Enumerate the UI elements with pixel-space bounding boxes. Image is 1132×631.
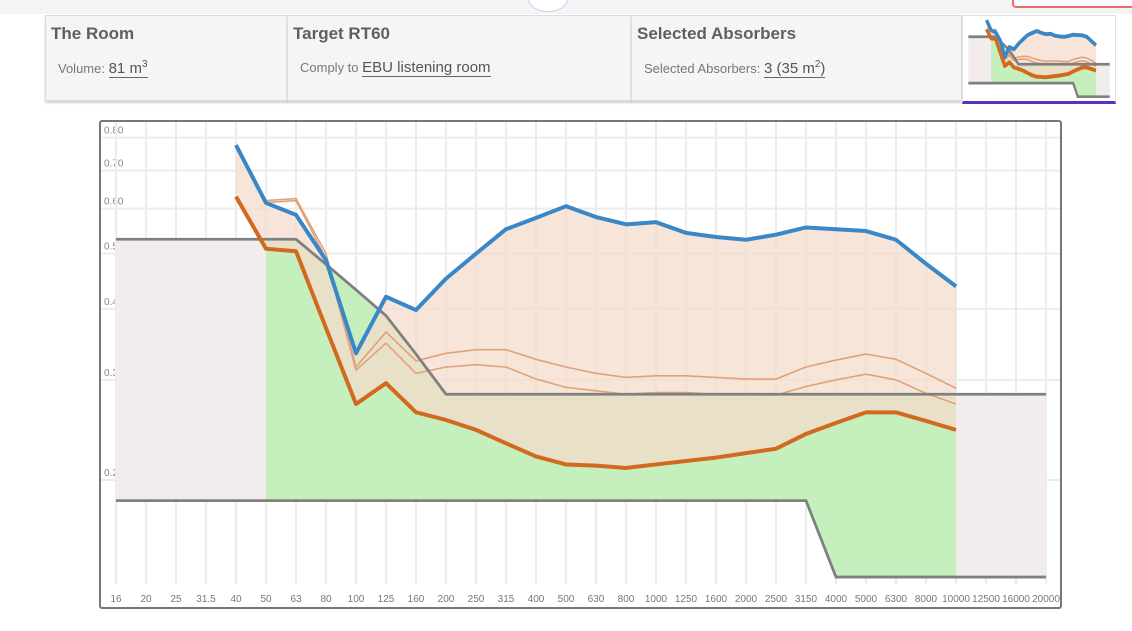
x-tick-label: 12500 bbox=[972, 594, 1000, 605]
x-tick-label: 25 bbox=[170, 594, 182, 605]
rt60-chart: 0.80 0.70 0.60 0.50 0.40 0.30 0.20 16 20 25 31.5 40… bbox=[99, 120, 1062, 609]
x-tick-label: 10000 bbox=[942, 594, 970, 605]
toolbar-red-button[interactable] bbox=[1012, 0, 1132, 8]
volume-value: 81 m bbox=[108, 60, 142, 77]
rt60-chart-svg: 0.80 0.70 0.60 0.50 0.40 0.30 0.20 16 20 25 31.5 40… bbox=[101, 122, 1060, 605]
volume-unit-exponent: 3 bbox=[141, 59, 148, 70]
x-tick-label: 50 bbox=[260, 594, 272, 605]
x-tick-label: 1250 bbox=[675, 594, 698, 605]
x-tick-label: 100 bbox=[348, 594, 365, 605]
x-tick-label: 160 bbox=[408, 594, 425, 605]
target-card-title: Target RT60 bbox=[293, 24, 390, 43]
treated-rt60-line bbox=[234, 195, 957, 470]
chart-plot bbox=[968, 19, 1110, 99]
x-tick-label: 800 bbox=[618, 594, 635, 605]
target-standard-link[interactable]: EBU listening room bbox=[362, 59, 491, 77]
y-tick-label: 0.70 bbox=[104, 159, 124, 170]
chart-thumbnail[interactable] bbox=[962, 15, 1116, 104]
y-tick-label: 0.30 bbox=[104, 368, 124, 379]
target-rt60-card[interactable]: Target RT60 Comply to EBU listening room bbox=[287, 15, 632, 101]
current-rt60-line bbox=[234, 144, 958, 356]
x-tick-label: 20000 bbox=[1032, 594, 1060, 605]
x-tick-label: 500 bbox=[558, 594, 575, 605]
x-tick-label: 20 bbox=[140, 594, 152, 605]
comply-label: Comply to bbox=[300, 60, 363, 75]
x-tick-label: 31.5 bbox=[196, 594, 216, 605]
x-tick-label: 63 bbox=[290, 594, 302, 605]
x-tick-label: 125 bbox=[378, 594, 395, 605]
volume-value-link[interactable]: 81 m3 bbox=[108, 59, 148, 78]
thumbnail-chart bbox=[968, 19, 1110, 99]
x-tick-label: 630 bbox=[588, 594, 605, 605]
x-tick-label: 200 bbox=[438, 594, 455, 605]
current-rt60-line bbox=[985, 19, 1098, 59]
target-limit-line bbox=[116, 237, 1046, 396]
absorbers-unit-exponent: 2 bbox=[814, 59, 821, 70]
volume-label: Volume: bbox=[58, 61, 109, 76]
x-tick-label: 8000 bbox=[915, 594, 938, 605]
y-tick-label: 0.20 bbox=[104, 468, 124, 479]
x-tick-label: 2000 bbox=[735, 594, 758, 605]
x-tick-label: 80 bbox=[320, 594, 332, 605]
absorbers-value-link[interactable]: 3 (35 m2) bbox=[763, 59, 826, 78]
absorbers-card-title: Selected Absorbers bbox=[637, 24, 797, 43]
absorbers-label: Selected Absorbers: bbox=[644, 61, 764, 76]
x-tick-label: 16000 bbox=[1002, 594, 1030, 605]
absorbers-card[interactable]: Selected Absorbers Selected Absorbers: 3… bbox=[631, 15, 962, 101]
x-tick-label: 315 bbox=[498, 594, 515, 605]
x-tick-label: 4000 bbox=[825, 594, 848, 605]
x-tick-label: 400 bbox=[528, 594, 545, 605]
target-limit-line bbox=[116, 499, 1046, 579]
absorbers-value: 3 (35 m bbox=[763, 60, 815, 77]
improvement-fill bbox=[236, 145, 956, 468]
x-tick-label: 6300 bbox=[885, 594, 908, 605]
room-card-title: The Room bbox=[51, 24, 135, 43]
x-tick-label: 1600 bbox=[705, 594, 728, 605]
chart-plot: 0.80 0.70 0.60 0.50 0.40 0.30 0.20 16 20 25 31.5 40… bbox=[101, 122, 1060, 605]
absorber-step-line bbox=[991, 28, 1097, 64]
y-tick-label: 0.60 bbox=[104, 197, 124, 208]
absorbers-value-suffix: ) bbox=[820, 60, 826, 77]
x-tick-label: 5000 bbox=[855, 594, 878, 605]
y-tick-label: 0.80 bbox=[104, 126, 124, 137]
x-tick-label: 2500 bbox=[765, 594, 788, 605]
x-tick-label: 250 bbox=[468, 594, 485, 605]
absorber-step-line bbox=[265, 199, 957, 405]
x-tick-label: 1000 bbox=[645, 594, 668, 605]
room-card[interactable]: The Room Volume: 81 m3 bbox=[45, 15, 288, 101]
target-limit-line bbox=[968, 81, 1110, 99]
y-tick-label: 0.40 bbox=[104, 297, 124, 308]
treated-rt60-line bbox=[985, 28, 1097, 80]
x-tick-label: 40 bbox=[230, 594, 242, 605]
x-tick-label: 3150 bbox=[795, 594, 818, 605]
y-tick-label: 0.50 bbox=[104, 242, 124, 253]
top-toolbar bbox=[0, 0, 1132, 14]
toolbar-round-button[interactable] bbox=[528, 0, 568, 12]
absorber-step-line bbox=[265, 197, 957, 389]
x-tick-label: 16 bbox=[110, 594, 122, 605]
